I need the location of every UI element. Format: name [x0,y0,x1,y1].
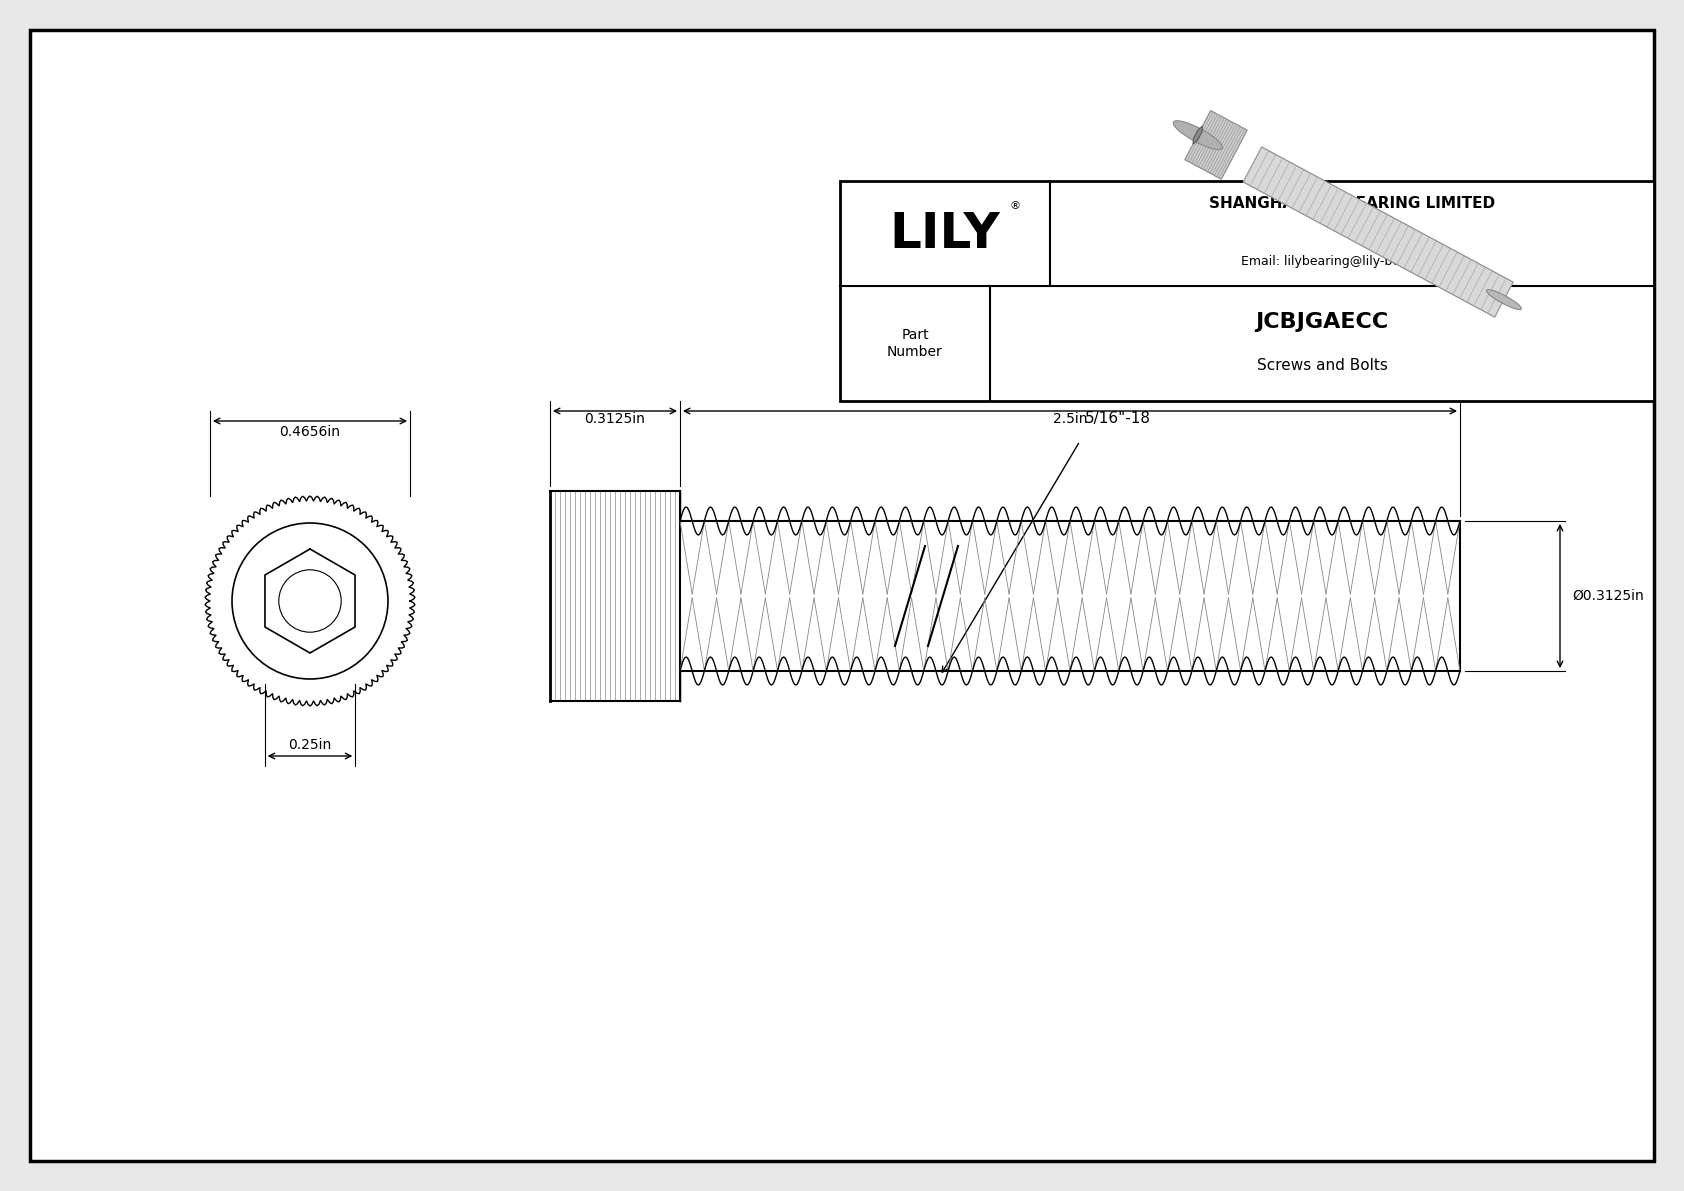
Polygon shape [1194,126,1202,144]
Text: Screws and Bolts: Screws and Bolts [1256,358,1388,373]
Text: 0.25in: 0.25in [288,738,332,752]
Ellipse shape [1487,289,1521,310]
Text: 2.5in: 2.5in [1052,412,1088,426]
Text: 0.4656in: 0.4656in [280,425,340,439]
Bar [840,181,1654,401]
Polygon shape [1243,146,1514,317]
Text: Part
Number: Part Number [887,329,943,358]
Text: Ø0.3125in: Ø0.3125in [1571,590,1644,603]
Text: JCBJGAECC: JCBJGAECC [1255,312,1389,331]
Text: 0.3125in: 0.3125in [584,412,645,426]
Bar [551,491,680,701]
Text: SHANGHAI LILY BEARING LIMITED: SHANGHAI LILY BEARING LIMITED [1209,197,1495,211]
Bar [680,520,1460,671]
Text: LILY: LILY [889,210,1000,257]
Text: 5/16"-18: 5/16"-18 [1084,411,1150,426]
Text: ®: ® [1009,201,1021,211]
Ellipse shape [1174,120,1223,150]
Text: Email: lilybearing@lily-bearing.com: Email: lilybearing@lily-bearing.com [1241,255,1463,268]
Polygon shape [1186,111,1248,179]
